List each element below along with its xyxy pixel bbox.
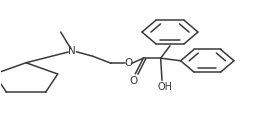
Text: N: N <box>68 46 76 56</box>
Text: O: O <box>130 76 138 86</box>
Text: OH: OH <box>158 82 173 92</box>
Text: O: O <box>124 58 132 68</box>
